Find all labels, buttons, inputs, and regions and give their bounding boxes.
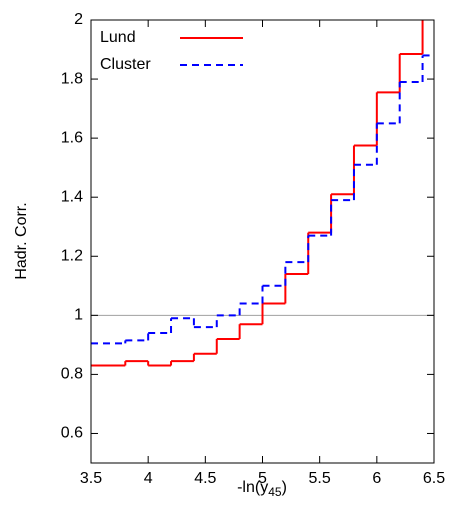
- y-tick-label: 1.2: [61, 247, 83, 264]
- legend-label: Cluster: [100, 56, 151, 73]
- x-tick-label: 6.5: [423, 470, 445, 487]
- x-axis-label-base: -ln(y: [237, 479, 268, 496]
- plot-frame: [90, 19, 435, 464]
- y-tick-label: 1.8: [61, 70, 83, 87]
- x-tick-label: 6: [372, 470, 381, 487]
- x-tick-label: 4: [144, 470, 153, 487]
- x-tick-label: 4.5: [194, 470, 216, 487]
- x-axis-label-sub: 45: [268, 485, 282, 499]
- y-tick-label: 1.4: [61, 188, 83, 205]
- y-tick-label: 1.6: [61, 129, 83, 146]
- x-axis-label-close: ): [282, 479, 287, 496]
- y-axis-label: Hadr. Corr.: [13, 202, 30, 279]
- x-tick-label: 5.5: [309, 470, 331, 487]
- y-tick-label: 2: [74, 11, 83, 28]
- y-tick-label: 0.8: [61, 366, 83, 383]
- y-tick-label: 0.6: [61, 425, 83, 442]
- legend-label: Lund: [100, 29, 136, 46]
- x-axis-label: -ln(y45): [237, 479, 287, 499]
- x-tick-label: 3.5: [80, 470, 102, 487]
- x-tick-label: 5: [258, 470, 267, 487]
- y-tick-label: 1: [74, 307, 83, 324]
